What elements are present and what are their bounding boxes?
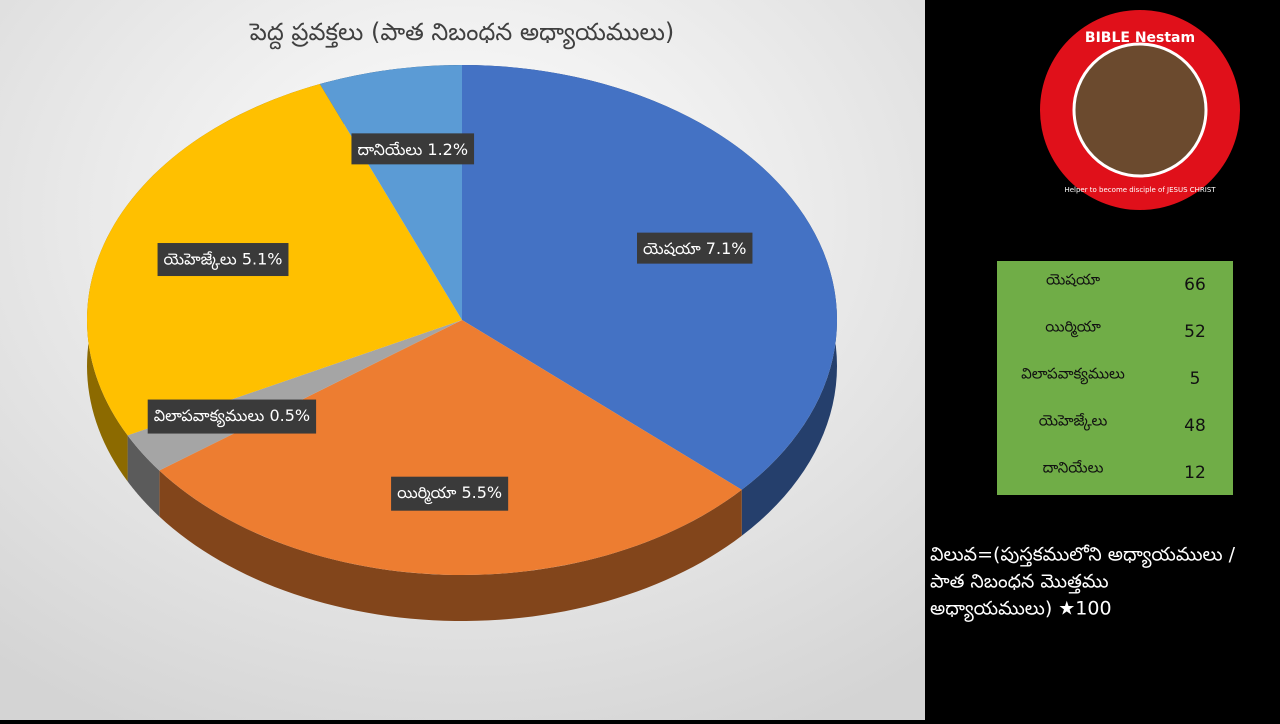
chart-title: పెద్ద ప్రవక్తలు (పాత నిబంధన అధ్యాయములు) — [249, 18, 674, 50]
label-category: యిర్మియా — [397, 483, 457, 505]
label-value: 5.5% — [461, 483, 502, 502]
table-cell: 12 — [1184, 463, 1206, 483]
logo-tagline: Helper to become disciple of JESUS CHRIS… — [1064, 186, 1216, 194]
table-cell: విలాపవాక్యములు — [1021, 365, 1125, 385]
label-value: 7.1% — [706, 239, 747, 258]
label-category: యెహెజ్కేలు — [164, 249, 237, 270]
label-value: 5.1% — [242, 249, 283, 268]
label-category: దానియేలు — [357, 139, 422, 158]
label-box — [637, 232, 753, 264]
formula-line: అధ్యాయములు) ★100 — [930, 598, 1112, 623]
label-value: 1.2% — [427, 139, 468, 158]
label-text: యిర్మియా 5.5% — [397, 483, 502, 505]
label-box — [157, 243, 289, 277]
slice — [462, 65, 837, 490]
label-value: 0.5% — [269, 406, 310, 425]
logo-title: BIBLE Nestam — [1085, 30, 1195, 46]
table-cell: 52 — [1184, 322, 1206, 342]
formula-line: విలువ=(పుస్తకములోని అధ్యాయములు / — [930, 544, 1236, 569]
data-label: యెహెజ్కేలు 5.1% — [157, 243, 289, 277]
slice — [319, 65, 462, 320]
slice — [159, 320, 742, 576]
label-category: యెషయా — [643, 239, 701, 258]
table-cell: యెహెజ్కేలు — [1039, 412, 1108, 432]
table: యెషయా 66 యిర్మియా 52 విలాపవాక్యములు 5 యెహెజ్కే… — [1021, 271, 1206, 484]
label-box — [147, 399, 317, 434]
label-category: విలాపవాక్యములు — [154, 406, 265, 428]
table-cell: యెషయా — [1046, 271, 1100, 289]
data-label: విలాపవాక్యములు 0.5% — [147, 399, 317, 434]
slice-side — [127, 435, 160, 517]
table-cell: 48 — [1184, 416, 1206, 436]
label-box — [351, 133, 475, 165]
table-cell: దానియేలు — [1043, 459, 1104, 477]
logo-image — [1072, 42, 1208, 178]
label-text: దానియేలు 1.2% — [357, 139, 468, 158]
data-label: యిర్మియా 5.5% — [391, 476, 509, 511]
pie: యెషయా 7.1% యిర్మియా 5.5% విలాపవాక్యములు 0.… — [86, 65, 837, 621]
table-cell: 5 — [1190, 369, 1201, 389]
label-box — [391, 476, 509, 511]
data-label: యెషయా 7.1% — [637, 232, 753, 264]
formula-line: పాత నిబంధన మొత్తము — [930, 571, 1109, 595]
label-text: యెహెజ్కేలు 5.1% — [164, 249, 283, 270]
slice-side — [159, 470, 742, 621]
label-text: యెషయా 7.1% — [643, 239, 746, 258]
table-cell: యిర్మియా — [1045, 318, 1101, 338]
table-cell: 66 — [1184, 275, 1206, 295]
logo: BIBLE Nestam Helper to become disciple o… — [1040, 10, 1240, 210]
label-text: విలాపవాక్యములు 0.5% — [154, 406, 310, 428]
table-bg — [997, 261, 1233, 495]
data-label: దానియేలు 1.2% — [351, 133, 475, 165]
